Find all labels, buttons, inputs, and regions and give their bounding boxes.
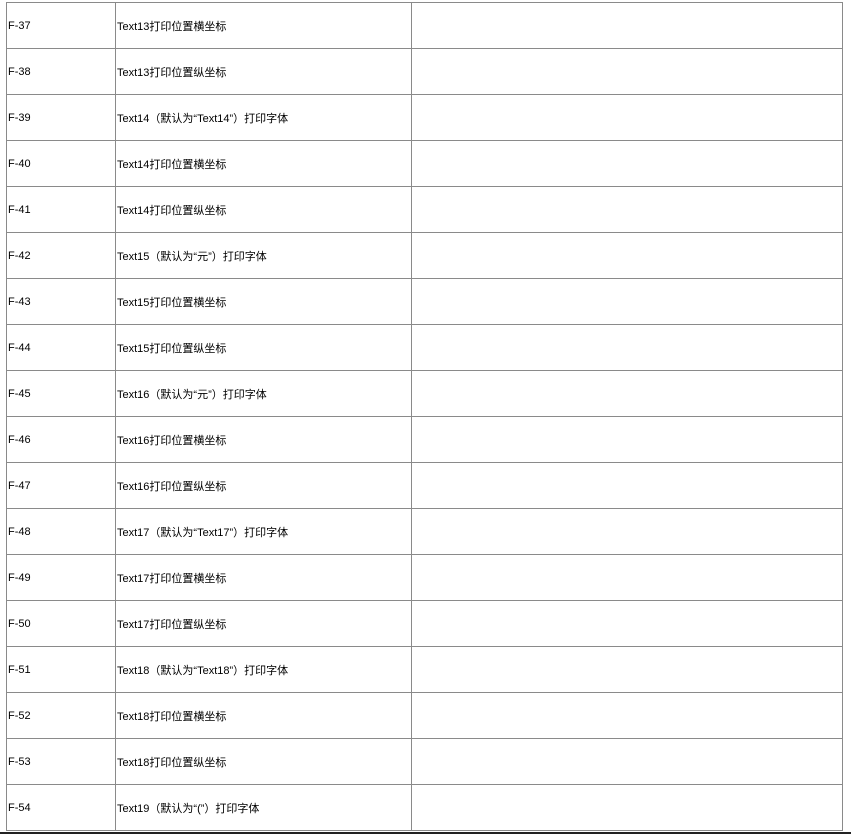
row-description: Text17打印位置横坐标 xyxy=(115,554,412,601)
table-row: F-40 Text14打印位置横坐标 xyxy=(6,140,843,187)
table-row: F-53 Text18打印位置纵坐标 xyxy=(6,738,843,785)
row-id: F-41 xyxy=(6,186,116,233)
row-description: Text16打印位置横坐标 xyxy=(115,416,412,463)
table-row: F-37 Text13打印位置横坐标 xyxy=(6,2,843,49)
row-id: F-39 xyxy=(6,94,116,141)
row-description: Text17（默认为“Text17”）打印字体 xyxy=(115,508,412,555)
row-id: F-50 xyxy=(6,600,116,647)
row-id: F-52 xyxy=(6,692,116,739)
row-value xyxy=(411,554,843,601)
row-description: Text15打印位置横坐标 xyxy=(115,278,412,325)
row-description: Text15（默认为“元”）打印字体 xyxy=(115,232,412,279)
row-value xyxy=(411,324,843,371)
row-id: F-49 xyxy=(6,554,116,601)
row-value xyxy=(411,140,843,187)
table-row: F-39 Text14（默认为“Text14”）打印字体 xyxy=(6,94,843,141)
row-value xyxy=(411,738,843,785)
parameter-table: F-37 Text13打印位置横坐标 F-38 Text13打印位置纵坐标 F-39 Te… xyxy=(6,2,843,831)
row-description: Text18（默认为“Text18”）打印字体 xyxy=(115,646,412,693)
table-row: F-49 Text17打印位置横坐标 xyxy=(6,554,843,601)
row-id: F-40 xyxy=(6,140,116,187)
row-description: Text18打印位置横坐标 xyxy=(115,692,412,739)
row-value xyxy=(411,48,843,95)
row-value xyxy=(411,416,843,463)
table-row: F-42 Text15（默认为“元”）打印字体 xyxy=(6,232,843,279)
table-row: F-46 Text16打印位置横坐标 xyxy=(6,416,843,463)
table-body: F-37 Text13打印位置横坐标 F-38 Text13打印位置纵坐标 F-39 Te… xyxy=(6,2,843,831)
table-row: F-45 Text16（默认为“元”）打印字体 xyxy=(6,370,843,417)
row-description: Text13打印位置纵坐标 xyxy=(115,48,412,95)
table-row: F-38 Text13打印位置纵坐标 xyxy=(6,48,843,95)
table-row: F-41 Text14打印位置纵坐标 xyxy=(6,186,843,233)
row-id: F-45 xyxy=(6,370,116,417)
row-value xyxy=(411,370,843,417)
row-id: F-51 xyxy=(6,646,116,693)
row-id: F-43 xyxy=(6,278,116,325)
row-id: F-44 xyxy=(6,324,116,371)
table-row: F-52 Text18打印位置横坐标 xyxy=(6,692,843,739)
row-id: F-53 xyxy=(6,738,116,785)
row-value xyxy=(411,232,843,279)
row-id: F-37 xyxy=(6,2,116,49)
row-description: Text16打印位置纵坐标 xyxy=(115,462,412,509)
row-id: F-46 xyxy=(6,416,116,463)
row-id: F-54 xyxy=(6,784,116,831)
row-value xyxy=(411,186,843,233)
row-description: Text16（默认为“元”）打印字体 xyxy=(115,370,412,417)
table-row: F-51 Text18（默认为“Text18”）打印字体 xyxy=(6,646,843,693)
row-description: Text19（默认为“(”）打印字体 xyxy=(115,784,412,831)
row-description: Text18打印位置纵坐标 xyxy=(115,738,412,785)
row-value xyxy=(411,462,843,509)
row-value xyxy=(411,508,843,555)
table-row: F-48 Text17（默认为“Text17”）打印字体 xyxy=(6,508,843,555)
row-value xyxy=(411,784,843,831)
row-value xyxy=(411,278,843,325)
table-row: F-44 Text15打印位置纵坐标 xyxy=(6,324,843,371)
row-value xyxy=(411,646,843,693)
row-description: Text14打印位置横坐标 xyxy=(115,140,412,187)
row-value xyxy=(411,2,843,49)
row-value xyxy=(411,692,843,739)
row-description: Text15打印位置纵坐标 xyxy=(115,324,412,371)
bottom-border xyxy=(0,832,851,834)
row-description: Text14打印位置纵坐标 xyxy=(115,186,412,233)
row-id: F-38 xyxy=(6,48,116,95)
row-description: Text14（默认为“Text14”）打印字体 xyxy=(115,94,412,141)
table-row: F-43 Text15打印位置横坐标 xyxy=(6,278,843,325)
row-value xyxy=(411,600,843,647)
table-row: F-50 Text17打印位置纵坐标 xyxy=(6,600,843,647)
row-id: F-47 xyxy=(6,462,116,509)
table-row: F-54 Text19（默认为“(”）打印字体 xyxy=(6,784,843,831)
table-row: F-47 Text16打印位置纵坐标 xyxy=(6,462,843,509)
row-description: Text13打印位置横坐标 xyxy=(115,2,412,49)
row-description: Text17打印位置纵坐标 xyxy=(115,600,412,647)
row-value xyxy=(411,94,843,141)
row-id: F-48 xyxy=(6,508,116,555)
row-id: F-42 xyxy=(6,232,116,279)
